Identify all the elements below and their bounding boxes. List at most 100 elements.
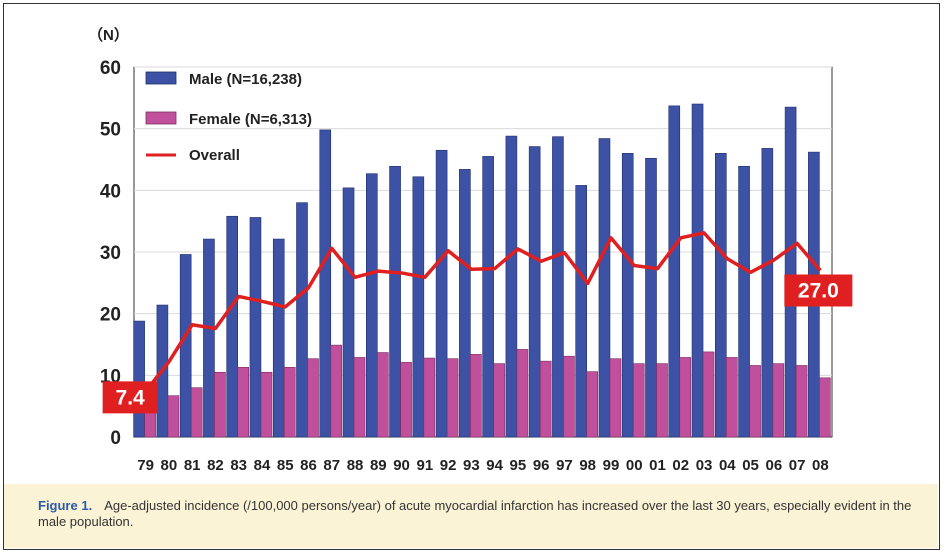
x-tick-label: 04 <box>719 457 736 474</box>
bar-female <box>725 357 738 438</box>
bar-female <box>353 357 366 438</box>
bar-female <box>539 360 552 438</box>
x-tick-label: 90 <box>393 457 410 474</box>
bar-female <box>214 371 226 438</box>
caption-text: Age-adjusted incidence (/100,000 persons… <box>38 498 912 529</box>
x-tick-label: 07 <box>789 457 806 474</box>
legend: Male (N=16,238) Female (N=6,313) Overall <box>145 71 312 164</box>
bar-male <box>412 176 425 438</box>
x-tick-label: 83 <box>230 457 247 474</box>
bar-male <box>296 202 308 438</box>
x-tick-label: 01 <box>649 457 666 474</box>
x-tick-label: 97 <box>556 457 573 474</box>
bar-female <box>470 354 482 438</box>
bar-male <box>575 185 588 438</box>
bar-female <box>307 358 319 438</box>
bar-male <box>505 135 518 438</box>
bar-male <box>203 238 215 438</box>
y-tick-label: 60 <box>100 58 121 79</box>
legend-label-overall: Overall <box>189 147 240 164</box>
bar-female <box>702 351 715 438</box>
legend-swatch-male <box>145 71 177 85</box>
bar-male <box>249 217 262 438</box>
bar-male <box>738 165 750 438</box>
x-tick-label: 89 <box>370 457 387 474</box>
y-tick-label: 30 <box>100 243 121 264</box>
bar-male <box>459 169 471 438</box>
bar-male <box>389 165 401 438</box>
bar-female <box>330 344 343 438</box>
x-tick-label: 96 <box>533 457 550 474</box>
bar-female <box>516 349 529 438</box>
x-tick-label: 84 <box>254 457 271 474</box>
bar-male <box>319 129 332 438</box>
bar-male <box>342 187 355 438</box>
bar-male <box>645 157 657 438</box>
x-tick-label: 05 <box>742 457 759 474</box>
bar-male <box>691 103 704 438</box>
bar-male <box>621 153 634 438</box>
bar-male <box>272 238 285 438</box>
x-tick-label: 79 <box>137 457 154 474</box>
bar-female <box>376 352 389 438</box>
callout-box <box>784 274 853 307</box>
bar-male <box>179 254 192 438</box>
bar-female <box>190 387 203 438</box>
bar-female <box>679 357 692 438</box>
bar-female <box>283 367 296 438</box>
bar-female <box>586 371 599 438</box>
x-tick-label: 02 <box>672 457 689 474</box>
bar-male <box>598 138 611 438</box>
bar-male <box>365 173 378 438</box>
legend-label-female: Female (N=6,313) <box>189 111 312 128</box>
bar-female <box>423 357 436 438</box>
bar-female <box>632 363 645 438</box>
bar-female <box>446 358 459 438</box>
callout-label: 27.0 <box>798 280 839 303</box>
x-tick-label: 93 <box>463 457 480 474</box>
figure-caption: Figure 1. Age-adjusted incidence (/100,00… <box>4 484 938 548</box>
bar-female <box>749 365 761 438</box>
bar-male <box>435 149 448 438</box>
bar-female <box>609 358 622 438</box>
bar-female <box>493 363 505 438</box>
x-tick-label: 82 <box>207 457 224 474</box>
x-tick-label: 95 <box>510 457 527 474</box>
bar-female <box>400 362 412 438</box>
x-tick-label: 86 <box>300 457 317 474</box>
x-tick-label: 81 <box>184 457 201 474</box>
x-tick-label: 85 <box>277 457 294 474</box>
bar-male <box>552 136 564 438</box>
x-tick-label: 99 <box>603 457 620 474</box>
bar-female <box>237 367 249 438</box>
y-tick-label: 50 <box>100 120 121 141</box>
y-tick-label: 20 <box>100 305 121 326</box>
legend-swatch-female <box>145 111 177 125</box>
x-tick-label: 80 <box>161 457 178 474</box>
x-tick-label: 91 <box>416 457 433 474</box>
x-tick-label: 08 <box>812 457 829 474</box>
x-tick-label: 92 <box>440 457 457 474</box>
callout-label: 7.4 <box>116 386 146 409</box>
x-tick-label: 00 <box>626 457 643 474</box>
x-tick-label: 94 <box>486 457 503 474</box>
line-overall <box>144 231 822 393</box>
y-unit-label: （N） <box>88 26 129 44</box>
bar-female <box>260 371 273 438</box>
bar-male <box>761 148 774 438</box>
x-tick-label: 06 <box>765 457 782 474</box>
y-tick-label: 40 <box>100 181 121 202</box>
caption-label: Figure 1. <box>38 498 93 513</box>
bar-female <box>563 355 575 438</box>
bar-male <box>668 105 681 438</box>
bar-male <box>226 215 238 438</box>
x-tick-label: 98 <box>579 457 596 474</box>
bar-male <box>714 153 727 438</box>
y-tick-label: 0 <box>110 428 121 449</box>
callout-box <box>102 381 158 414</box>
bar-female <box>819 377 831 438</box>
bar-male <box>482 156 494 438</box>
bar-female <box>795 365 808 438</box>
bar-female <box>167 395 180 438</box>
